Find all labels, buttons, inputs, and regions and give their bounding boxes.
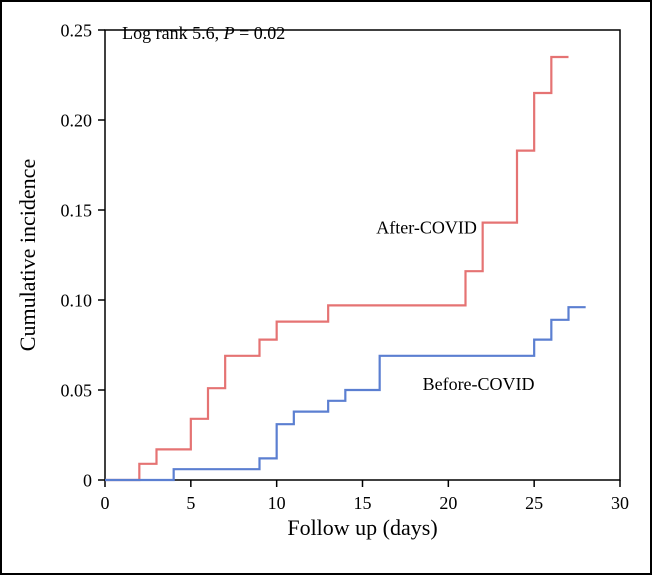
y-axis-label: Cumulative incidence: [15, 159, 40, 351]
y-tick-label: 0.20: [61, 110, 93, 130]
y-tick-label: 0.10: [61, 290, 93, 310]
log-rank-annotation: Log rank 5.6, P = 0.02: [122, 23, 285, 43]
series-label-before-covid: Before-COVID: [423, 374, 535, 394]
x-tick-label: 0: [101, 493, 110, 513]
y-tick-label: 0: [83, 470, 92, 490]
y-tick-label: 0.15: [61, 200, 93, 220]
x-tick-label: 20: [439, 493, 457, 513]
x-tick-label: 5: [186, 493, 195, 513]
series-label-after-covid: After-COVID: [376, 217, 477, 237]
cumulative-incidence-chart: 0 5 10 15 20 25 30 0 0.05 0.10 0.15 0.20 0.25 Follow …: [0, 0, 652, 575]
y-tick-label: 0.05: [61, 380, 93, 400]
x-tick-label: 25: [525, 493, 543, 513]
annotation-suffix: = 0.02: [235, 23, 286, 43]
x-tick-label: 15: [354, 493, 372, 513]
plot-border: [105, 30, 620, 480]
x-axis-label: Follow up (days): [287, 515, 437, 540]
annotation-prefix: Log rank 5.6,: [122, 23, 223, 43]
chart-container: 0 5 10 15 20 25 30 0 0.05 0.10 0.15 0.20 0.25 Follow …: [0, 0, 652, 575]
y-tick-label: 0.25: [61, 20, 93, 40]
x-tick-label: 10: [268, 493, 286, 513]
annotation-italic: P: [223, 23, 235, 43]
x-tick-label: 30: [611, 493, 629, 513]
